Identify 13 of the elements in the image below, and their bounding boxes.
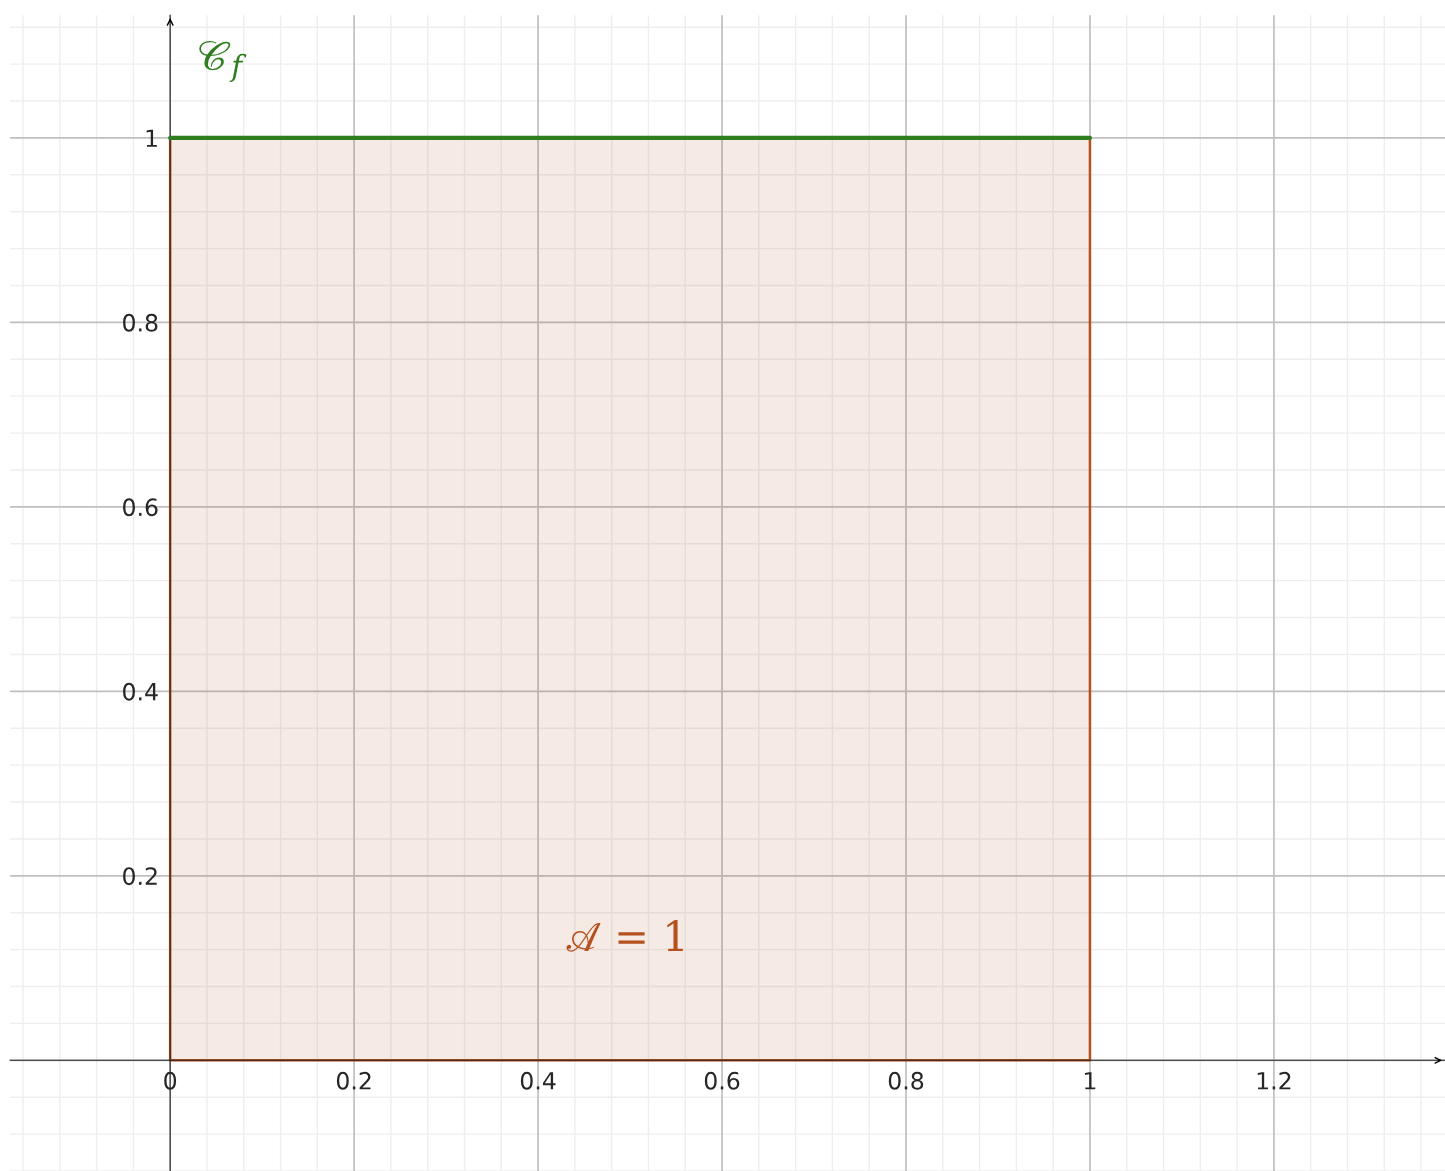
x-tick-label: 0.2 (336, 1071, 371, 1090)
y-tick-label: 0.6 (123, 498, 158, 517)
x-tick-label: 0.4 (520, 1071, 556, 1090)
y-tick-label: 0.2 (123, 867, 157, 886)
y-tick-label: 1 (146, 129, 157, 147)
x-tick-label: 0.8 (888, 1071, 924, 1090)
annotation: 𝒜 = 1 (566, 920, 683, 952)
series-label: 𝒞$_{f}$ (199, 40, 247, 83)
y-tick-label: 0.4 (123, 682, 158, 701)
x-tick-label: 1 (1085, 1072, 1096, 1090)
x-tick-label: 1.2 (1257, 1071, 1291, 1090)
x-tick-label: 0.6 (704, 1071, 740, 1090)
y-tick-label: 0.8 (123, 313, 158, 332)
